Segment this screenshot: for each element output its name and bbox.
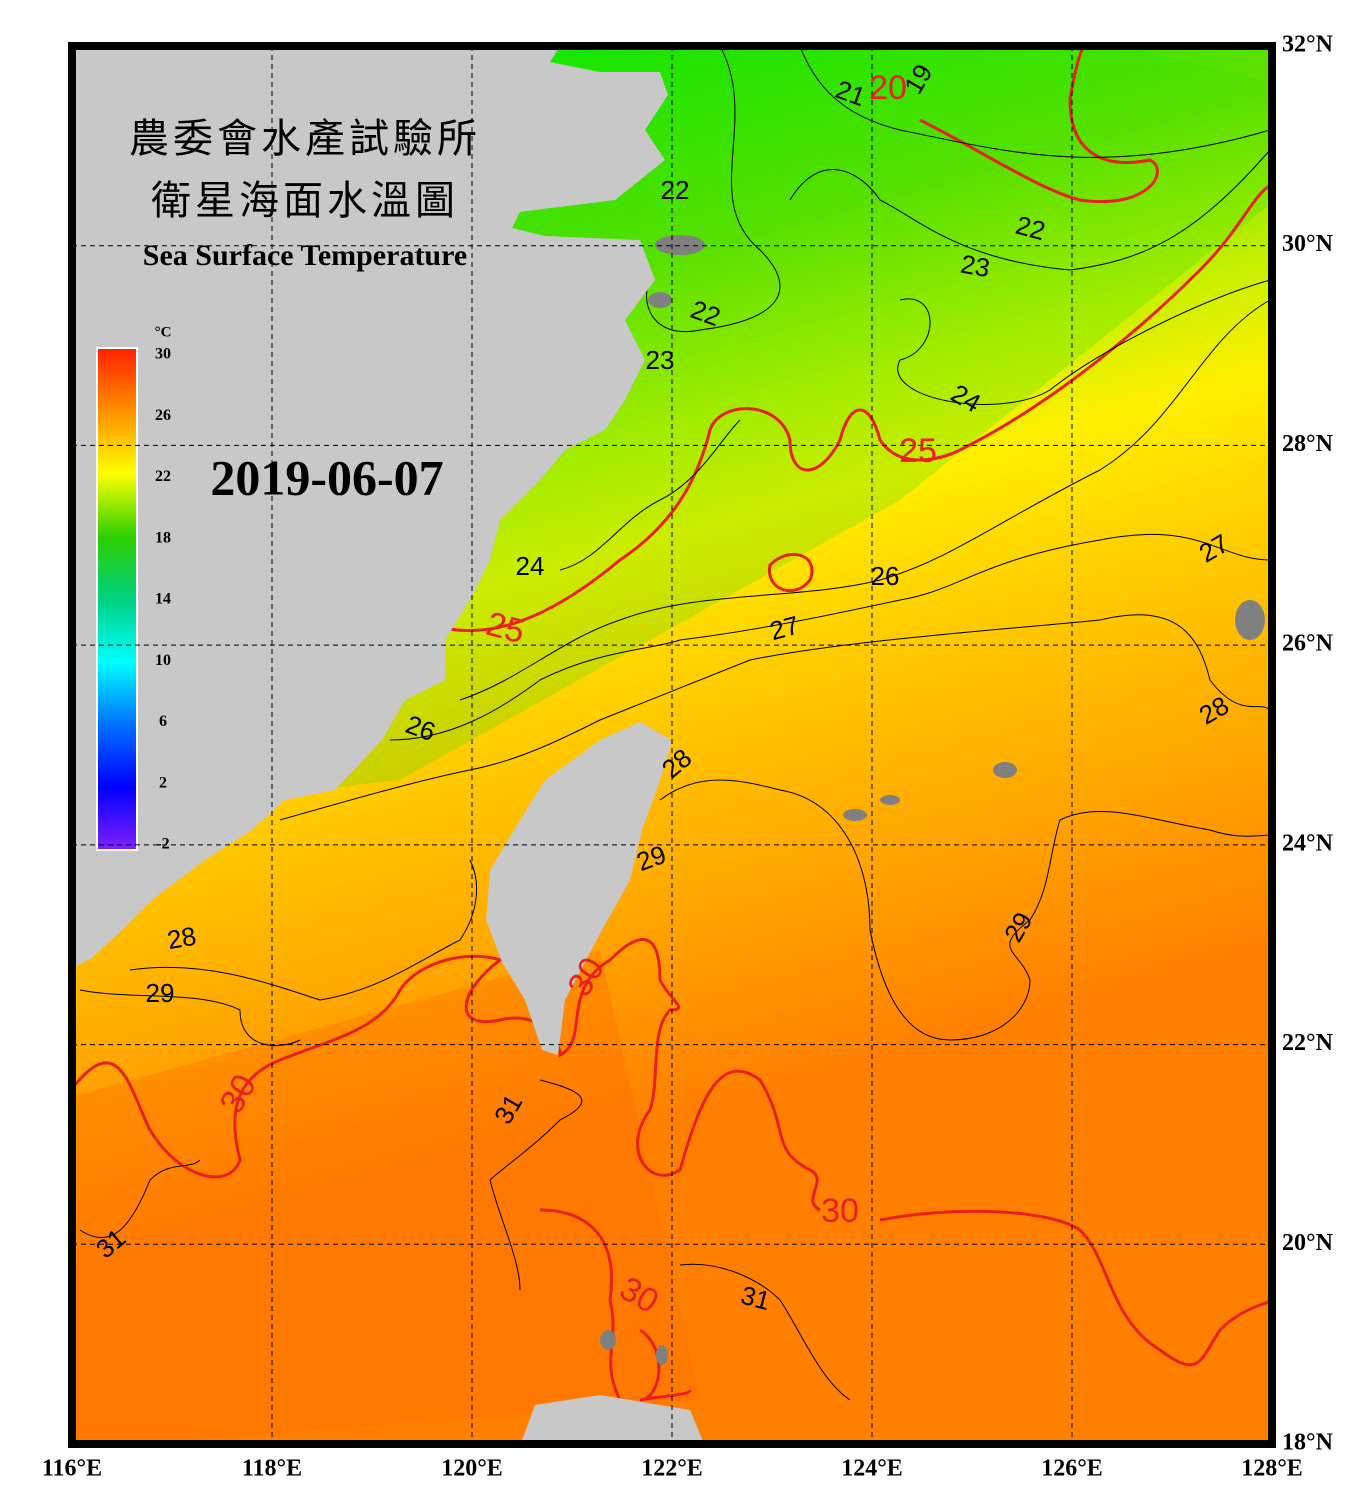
date: 2019-06-07 (210, 449, 443, 505)
colorbar-tick: 30 (155, 346, 171, 363)
contour-label: 23 (646, 345, 675, 375)
taiwan (486, 722, 672, 1055)
lat-label: 24°N (1282, 830, 1334, 856)
warm-shade (72, 950, 700, 1444)
lat-label: 26°N (1282, 631, 1334, 657)
contour-label: 26 (871, 561, 900, 591)
lon-label: 122°E (641, 1456, 703, 1482)
lon-label: 126°E (1041, 1456, 1103, 1482)
contour-label: 20 (869, 69, 907, 107)
lat-label: 28°N (1282, 431, 1334, 457)
colorbar-tick: 22 (155, 468, 171, 485)
colorbar-tick: 14 (155, 591, 171, 608)
colorbar-tick: 2 (159, 774, 167, 791)
lat-label: 30°N (1282, 231, 1334, 257)
lat-label: 18°N (1282, 1430, 1334, 1456)
lon-label: 124°E (841, 1456, 903, 1482)
colorbar-tick: 10 (155, 652, 171, 669)
title-line: 農委會水產試驗所 (129, 116, 481, 161)
luzon (520, 1395, 705, 1444)
contour-label: 30 (821, 1192, 859, 1230)
colorbar-tick: -2 (156, 836, 169, 853)
title-line: 衛星海面水溫圖 (151, 178, 459, 223)
contour-label: 23 (959, 249, 993, 284)
lat-label: 20°N (1282, 1230, 1334, 1256)
lat-label: 22°N (1282, 1030, 1334, 1056)
colorbar-tick: 26 (155, 407, 171, 424)
subtitle: Sea Surface Temperature (143, 239, 467, 272)
colorbar (96, 347, 138, 851)
contour-label: 25 (899, 432, 937, 470)
red-isotherms (73, 46, 1272, 1402)
mainland (72, 46, 668, 968)
colorbar-unit: °C (155, 324, 172, 340)
lon-label: 116°E (42, 1456, 102, 1482)
colorbar-tick: 6 (159, 713, 167, 730)
lat-label: 32°N (1282, 32, 1334, 58)
islands (600, 235, 1265, 1365)
contour-label: 29 (146, 978, 175, 1008)
black-isotherms (79, 46, 1272, 1401)
colorbar-tick: 18 (155, 529, 171, 546)
contour-label: 28 (165, 921, 199, 956)
lon-label: 120°E (441, 1456, 503, 1482)
lon-label: 128°E (1241, 1456, 1303, 1482)
lon-label: 118°E (242, 1456, 302, 1482)
contour-label: 22 (661, 175, 690, 205)
contour-label: 24 (516, 551, 545, 581)
